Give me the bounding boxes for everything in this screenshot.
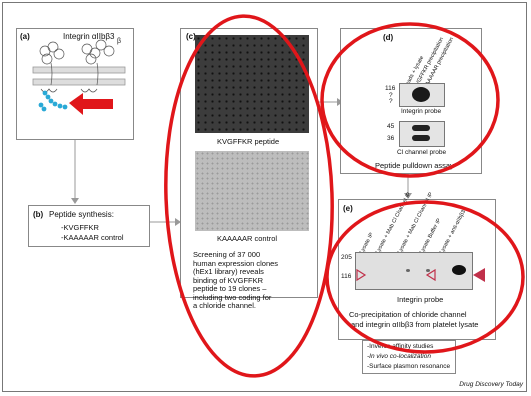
peptide-item-1: -KVGFFKR [61,223,99,232]
desc-line: peptide to 19 clones – [193,284,267,293]
triangle-marker-icon [356,268,367,282]
highlight-ellipse-e [325,200,525,354]
image2-caption: KAAAAAR control [217,234,278,243]
marker-q1: ? [389,92,393,99]
desc-line: (hEx1 library) reveals [193,267,264,276]
panel-d-label: (d) [383,33,394,42]
cytoplasmic-tail-residues [38,90,68,112]
integrin-membrane-diagram: β [32,38,126,115]
triangle-marker-icon [425,268,436,282]
panel-a-label: (a) [20,32,30,41]
panel-c-label: (c) [186,32,196,41]
followup-item-1: -Inverse affinity studies [367,343,434,350]
panel-d-caption: Peptide pulldown assay [375,161,454,170]
panel-a: (a) Integrin αIIbβ3 β [16,28,134,140]
blot2-caption: Cl channel probe [397,149,447,156]
beta-label: β [117,38,121,45]
image1-caption: KVGFFKR peptide [217,137,280,146]
marker-36: 36 [387,135,395,142]
desc-line: including two coding for [193,292,272,302]
band-markers [356,268,485,282]
panel-a-title: Integrin αIIbβ3 [63,32,115,41]
figure-frame [2,2,527,392]
highlight-ellipse-d [320,22,500,178]
panel-b: (b) Peptide synthesis: -KVGFFKR -KAAAAAR… [28,205,150,247]
desc-line: a chloride channel. [193,301,256,310]
screening-description: Screening of 37 000 human expression clo… [193,250,279,311]
panel-e-caption-2: and integrin αIIbβ3 from platelet lysate [351,320,479,329]
marker-q2: ? [389,98,393,105]
followup-item-3: -Surface plasmon resonance [367,363,451,370]
triangle-marker-icon [473,268,485,282]
desc-line: Screening of 37 000 [193,250,261,259]
integrin-blot [399,83,445,107]
kaaaaar-screen-image [195,151,309,231]
desc-line: binding of KVGFFKR [193,275,264,285]
highlight-ellipse-c [164,14,334,378]
followup-item-2: -In vivo co-localization [367,353,431,360]
journal-credit: Drug Discovery Today [459,381,523,388]
peptide-item-2: -KAAAAAR control [61,233,124,242]
panel-e-caption-1: Co-precipitation of chloride channel [349,310,467,319]
cl-channel-blot [399,121,445,147]
marker-45: 45 [387,123,395,130]
panel-d: (d) Beads + lysate KVGFFKR precipitation… [340,28,482,174]
panel-c: (c) KVGFFKR peptide KAAAAAR control Scre… [180,28,318,310]
panel-f: -Inverse affinity studies -In vivo co-lo… [362,340,456,374]
marker-116: 116 [341,273,352,280]
coip-blot [355,252,473,290]
marker-205: 205 [341,254,352,261]
panel-e-label: (e) [343,204,353,213]
panel-b-title: Peptide synthesis: [49,210,114,219]
desc-line: human expression clones [193,258,279,268]
probe-caption: Integrin probe [397,295,444,304]
marker-116: 116 [385,85,396,92]
blot1-caption: Integrin probe [401,108,442,115]
panel-b-label: (b) [33,210,44,219]
panel-e: (e) Lysate IP Lysate + Mab Cl Channel IP… [338,192,496,340]
red-arrow-icon [69,93,113,115]
kvgffkr-screen-image [195,35,309,133]
